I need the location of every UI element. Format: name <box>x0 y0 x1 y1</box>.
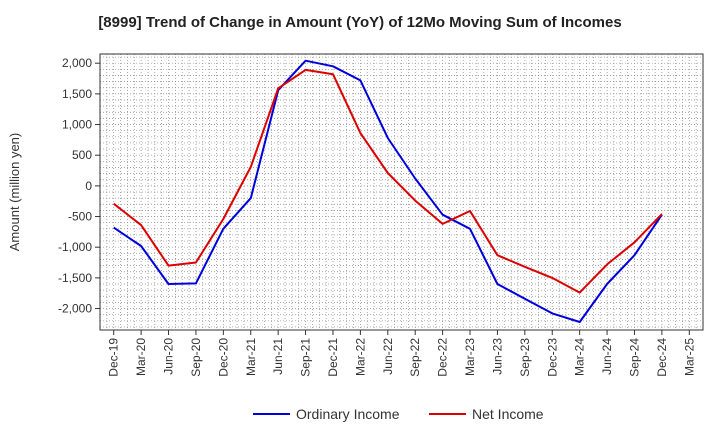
x-tick-label: Jun-22 <box>381 338 395 375</box>
legend-label-ordinary-income: Ordinary Income <box>296 406 400 422</box>
legend: Ordinary Income Net Income <box>253 406 544 422</box>
series-layer <box>113 59 663 323</box>
y-tick-label: 500 <box>72 148 92 162</box>
x-tick-label: Dec-21 <box>326 338 340 377</box>
y-tick-label: -1,000 <box>58 240 92 254</box>
x-tick-label: Dec-23 <box>545 338 559 377</box>
x-tick-label: Sep-22 <box>408 338 422 377</box>
chart-title: [8999] Trend of Change in Amount (YoY) o… <box>98 14 622 31</box>
x-tick-label: Sep-20 <box>189 338 203 377</box>
y-tick-label: 1,500 <box>62 87 92 101</box>
y-tick-label: -1,500 <box>58 271 92 285</box>
x-tick-label: Mar-20 <box>134 338 148 376</box>
y-tick-label: 0 <box>85 179 92 193</box>
x-tick-label: Sep-21 <box>299 338 313 377</box>
y-tick-label: -2,000 <box>58 302 92 316</box>
legend-label-net-income: Net Income <box>472 406 544 422</box>
plot-frame <box>99 53 704 331</box>
x-tick-label: Mar-22 <box>353 338 367 376</box>
x-tick-label: Mar-21 <box>244 338 258 376</box>
x-tick-label: Dec-19 <box>107 338 121 377</box>
x-tick-label: Jun-21 <box>271 338 285 375</box>
x-tick-label: Jun-20 <box>162 338 176 375</box>
x-tick-label: Dec-22 <box>436 338 450 377</box>
x-tick-label: Mar-24 <box>573 338 587 376</box>
x-tick-label: Sep-23 <box>518 338 532 377</box>
y-tick-label: -500 <box>68 210 92 224</box>
y-tick-label: 2,000 <box>62 56 92 70</box>
x-tick-label: Mar-25 <box>682 338 696 376</box>
grid-layer <box>100 54 703 330</box>
y-axis-title: Amount (million yen) <box>7 133 22 252</box>
x-tick-label: Jun-24 <box>600 338 614 375</box>
x-tick-label: Mar-23 <box>463 338 477 376</box>
x-tick-label: Jun-23 <box>490 338 504 375</box>
series-line-ordinary-income <box>113 59 663 323</box>
x-tick-label: Sep-24 <box>627 338 641 377</box>
y-tick-label: 1,000 <box>62 118 92 132</box>
x-tick-label: Dec-20 <box>216 338 230 377</box>
y-axis-ticks: 2,000 1,500 1,000 500 0 -500 -1,000 -1,500 -2,00… <box>58 56 100 316</box>
x-tick-label: Dec-24 <box>655 338 669 377</box>
x-axis-ticks: Dec-19 Mar-20 Jun-20 Sep-20 Dec-20 Mar-21 Jun-… <box>107 330 696 377</box>
series-line-net-income <box>113 68 663 294</box>
